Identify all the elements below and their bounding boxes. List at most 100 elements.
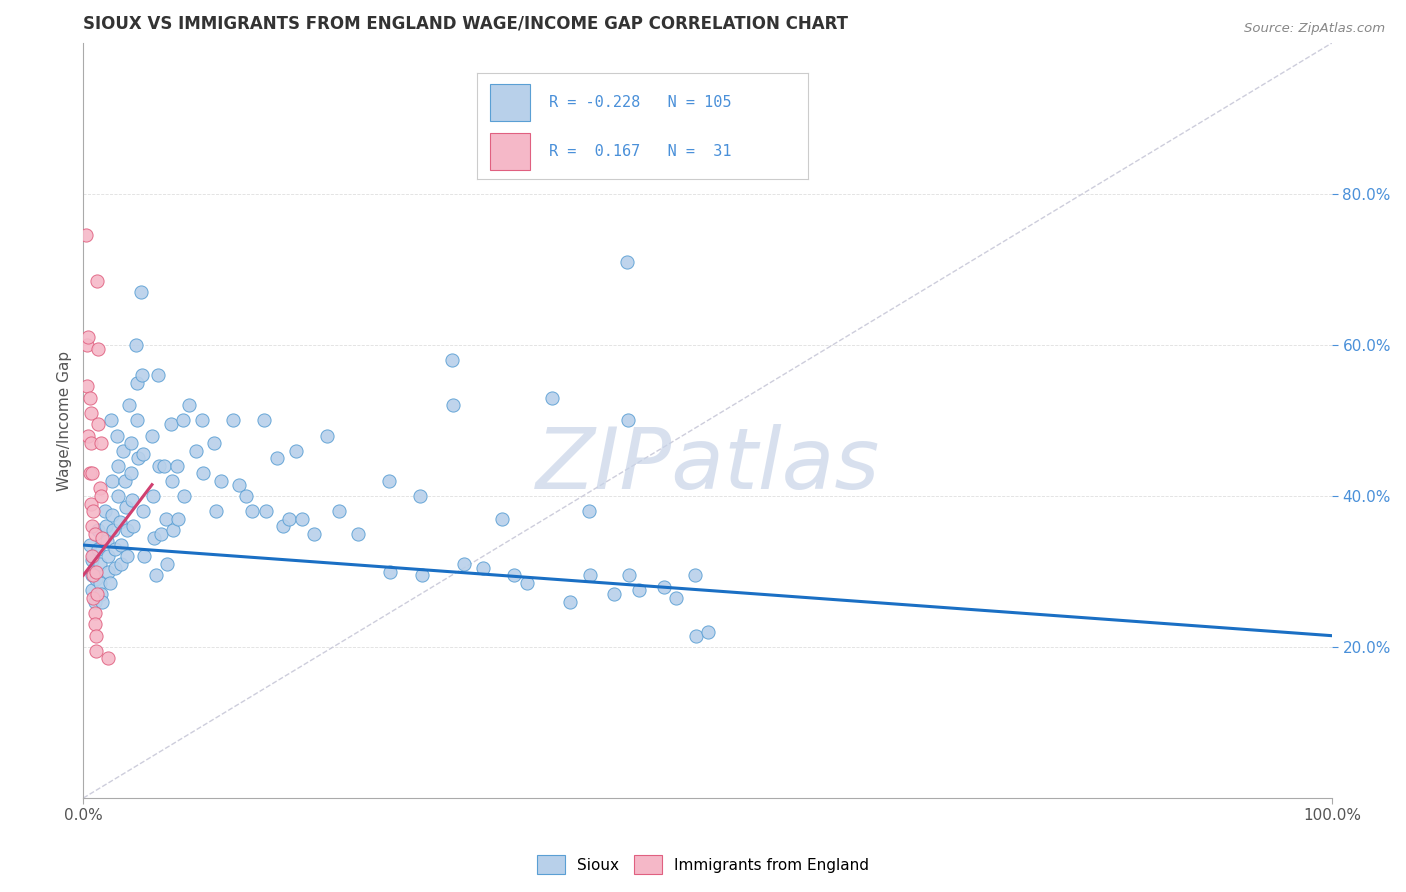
Point (80, 497, 103, 511)
Point (145, 568, 167, 582)
Point (141, 428, 163, 442)
Point (222, 413, 245, 427)
Text: Source: ZipAtlas.com: Source: ZipAtlas.com (1244, 22, 1385, 36)
Point (77, 428, 100, 442)
Point (491, 511, 513, 525)
Point (90, 587, 112, 601)
Point (503, 568, 526, 582)
Point (84, 565, 107, 579)
Point (90, 436, 112, 450)
Point (80, 568, 103, 582)
Point (121, 492, 143, 507)
Point (110, 557, 132, 571)
Point (172, 413, 194, 427)
Point (235, 489, 257, 503)
Point (97, 651, 120, 665)
Point (100, 413, 122, 427)
Point (617, 568, 640, 582)
Point (148, 368, 170, 383)
Point (120, 436, 142, 450)
Point (304, 526, 326, 541)
Point (79, 391, 101, 405)
Point (79, 538, 101, 552)
Legend: Sioux, Immigrants from England: Sioux, Immigrants from England (531, 849, 875, 880)
Y-axis label: Wage/Income Gap: Wage/Income Gap (58, 351, 72, 491)
Point (440, 353, 463, 368)
Point (131, 368, 153, 383)
Point (125, 338, 148, 352)
Point (114, 500, 136, 515)
Point (91, 531, 114, 545)
Point (315, 428, 337, 442)
Text: SIOUX VS IMMIGRANTS FROM ENGLAND WAGE/INCOME GAP CORRELATION CHART: SIOUX VS IMMIGRANTS FROM ENGLAND WAGE/IN… (83, 15, 848, 33)
Point (278, 511, 301, 525)
Point (284, 443, 307, 458)
Point (120, 467, 142, 481)
Point (97, 565, 120, 579)
Point (101, 508, 124, 522)
Point (82, 568, 104, 582)
Point (149, 526, 172, 541)
Point (696, 624, 718, 639)
Point (110, 538, 132, 552)
Point (80, 553, 103, 567)
Point (380, 565, 402, 579)
Point (209, 474, 232, 488)
Point (115, 549, 138, 564)
Point (579, 568, 602, 582)
Point (80, 583, 103, 598)
Point (105, 428, 128, 442)
Point (87, 523, 110, 537)
Point (378, 474, 401, 488)
Point (96, 534, 118, 549)
Point (89, 557, 111, 571)
Point (347, 526, 370, 541)
Point (153, 458, 176, 473)
Point (665, 591, 688, 605)
Point (97, 549, 120, 564)
Point (125, 376, 148, 390)
Point (603, 587, 626, 601)
Point (83, 526, 105, 541)
Point (84, 572, 107, 586)
Point (87, 541, 110, 556)
Point (107, 489, 129, 503)
Point (271, 519, 294, 533)
Point (129, 285, 152, 299)
Point (254, 504, 277, 518)
Point (114, 474, 136, 488)
Point (167, 511, 190, 525)
Point (77, 330, 100, 344)
Point (112, 443, 135, 458)
Point (132, 447, 155, 461)
Point (125, 413, 148, 427)
Point (162, 523, 184, 537)
Point (82, 504, 104, 518)
Point (86, 587, 108, 601)
Point (90, 489, 112, 503)
Point (83, 617, 105, 632)
Text: ZIPatlas: ZIPatlas (536, 425, 880, 508)
Point (101, 474, 124, 488)
Point (103, 560, 125, 574)
Point (82, 549, 104, 564)
Point (652, 580, 675, 594)
Point (98, 575, 121, 590)
Point (516, 575, 538, 590)
Point (155, 511, 177, 525)
Point (143, 531, 166, 545)
Point (616, 255, 638, 269)
Point (616, 413, 638, 427)
Point (683, 568, 706, 582)
Point (80, 549, 103, 564)
Point (87, 417, 110, 432)
Point (76, 379, 98, 393)
Point (228, 477, 250, 491)
Point (560, 595, 582, 609)
Point (441, 398, 464, 412)
Point (80, 436, 103, 450)
Point (84, 644, 107, 658)
Point (453, 557, 475, 571)
Point (253, 413, 276, 427)
Point (80, 406, 103, 420)
